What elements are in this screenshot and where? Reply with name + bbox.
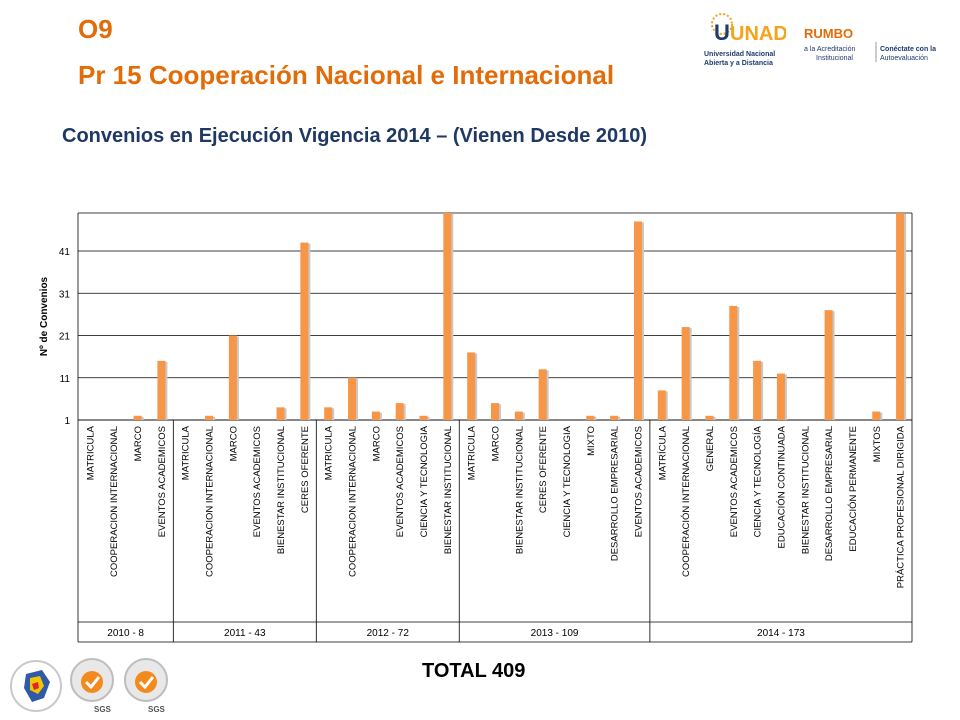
category-label: BIENESTAR INSTITUCIONAL xyxy=(514,426,525,554)
bar xyxy=(395,403,404,420)
bar xyxy=(538,369,547,420)
bar xyxy=(133,415,142,420)
svg-text:Universidad Nacional: Universidad Nacional xyxy=(704,51,775,58)
category-label: GENERAL xyxy=(705,426,716,471)
category-label: EVENTOS ACADEMICOS xyxy=(157,426,168,537)
bar xyxy=(443,213,452,420)
svg-text:SGS: SGS xyxy=(94,705,112,714)
group-label: 2014 - 173 xyxy=(757,628,805,639)
y-axis-label: Nº de Convenios xyxy=(39,276,50,356)
y-tick-label: 21 xyxy=(59,332,71,343)
y-tick-label: 11 xyxy=(60,374,71,385)
bar xyxy=(705,415,714,420)
category-label: MATRÍCULA xyxy=(657,425,668,480)
category-label: CIENCIA Y TECNOLOGIA xyxy=(562,425,573,537)
sgs-certification-logo-2: SGS xyxy=(124,658,168,714)
bar xyxy=(657,390,666,420)
category-label: COOPERACION INTERNACIONAL xyxy=(348,426,359,577)
colombia-map-logo xyxy=(10,660,62,712)
bar xyxy=(872,411,881,420)
bar xyxy=(348,377,357,420)
unad-logo: U UNAD Universidad Nacional Abierta y a … xyxy=(704,13,786,67)
category-label: COOPERACION INTERNACIONAL xyxy=(109,426,120,577)
slide-code: O9 xyxy=(78,14,113,44)
category-label: MARCO xyxy=(371,426,382,461)
bar xyxy=(633,221,642,420)
category-label: BIENESTAR INSTITUCIONAL xyxy=(276,426,287,554)
group-label: 2011 - 43 xyxy=(224,628,266,639)
svg-text:Autoevaluación: Autoevaluación xyxy=(880,55,928,62)
bar xyxy=(276,407,285,420)
bar xyxy=(753,360,762,420)
y-tick-label: 1 xyxy=(64,416,70,427)
group-label: 2010 - 8 xyxy=(107,628,144,639)
category-label: MATRICULA xyxy=(181,425,192,480)
y-tick-label: 31 xyxy=(59,289,71,300)
bar xyxy=(514,411,523,420)
category-label: MARCO xyxy=(133,426,144,461)
svg-text:Abierta y a Distancia: Abierta y a Distancia xyxy=(704,60,773,67)
bar xyxy=(157,360,166,420)
bar xyxy=(729,305,738,420)
total-label: TOTAL 409 xyxy=(422,660,526,682)
category-label: DESARROLLO EMPRESARIAL xyxy=(824,426,835,561)
bar xyxy=(467,352,476,420)
category-label: MATRICULA xyxy=(324,425,335,480)
category-label: DESARROLLO EMPRESARIAL xyxy=(610,426,621,561)
category-label: EDUCACIÓN CONTINUADA xyxy=(776,425,787,548)
category-label: EDUCACIÓN PERMANENTE xyxy=(848,426,859,552)
category-label: BIENESTAR INSTITUCIONAL xyxy=(443,426,454,554)
bar xyxy=(228,335,237,420)
y-tick-label: 41 xyxy=(59,247,71,258)
slide-title: Pr 15 Cooperación Nacional e Internacion… xyxy=(78,60,615,90)
group-label: 2012 - 72 xyxy=(367,628,410,639)
category-label: CERES OFERENTE xyxy=(300,426,311,513)
category-label: EVENTOS ACADEMICOS xyxy=(252,426,263,537)
bar xyxy=(324,407,333,420)
bar xyxy=(419,415,428,420)
category-label: MATRICULA xyxy=(467,425,478,480)
svg-text:U: U xyxy=(714,20,730,45)
chart-subtitle: Convenios en Ejecución Vigencia 2014 – (… xyxy=(62,125,648,147)
bar xyxy=(610,415,619,420)
category-label: PRÁCTICA PROFESIONAL DIRIGIDA xyxy=(896,425,907,588)
category-label: MIXTOS xyxy=(872,426,883,462)
category-label: CIENCIA Y TECNOLOGIA xyxy=(419,425,430,537)
bar xyxy=(776,373,785,420)
unad-wordmark: UNAD xyxy=(730,23,786,45)
category-label: COOPERACIÓN INTERNACIONAL xyxy=(681,426,692,577)
svg-text:a la Acreditación: a la Acreditación xyxy=(804,46,855,53)
svg-text:Institucional: Institucional xyxy=(816,55,853,62)
bar xyxy=(896,213,905,420)
sgs-certification-logo: SGS xyxy=(70,658,114,714)
svg-text:Conéctate con la: Conéctate con la xyxy=(880,46,936,53)
category-label: EVENTOS ACADEMICOS xyxy=(633,426,644,537)
category-label: BIENESTAR INSTITUCIONAL xyxy=(800,426,811,554)
category-label: EVENTOS ACADEMICOS xyxy=(729,426,740,537)
svg-text:RUMBO: RUMBO xyxy=(804,26,853,41)
bar xyxy=(824,310,833,420)
category-label: CIENCIA Y TECNOLOGÍA xyxy=(753,425,764,537)
bar xyxy=(491,403,499,420)
bar xyxy=(371,411,380,420)
category-label: CERES OFERENTE xyxy=(538,426,549,513)
rumbo-logo: RUMBO a la Acreditación Institucional Co… xyxy=(804,26,936,62)
bar xyxy=(205,415,214,420)
category-label: COOPERACION INTERNACIONAL xyxy=(205,426,216,577)
bar xyxy=(681,327,690,420)
svg-text:SGS: SGS xyxy=(148,705,166,714)
category-label: MIXTO xyxy=(586,426,597,456)
category-label: EVENTOS ACADEMICOS xyxy=(395,426,406,537)
bar xyxy=(586,415,595,420)
category-label: MARCO xyxy=(491,426,502,461)
bar xyxy=(300,242,309,420)
category-label: MARCO xyxy=(228,426,239,461)
category-label: MATRICULA xyxy=(85,425,96,480)
group-label: 2013 - 109 xyxy=(531,628,579,639)
